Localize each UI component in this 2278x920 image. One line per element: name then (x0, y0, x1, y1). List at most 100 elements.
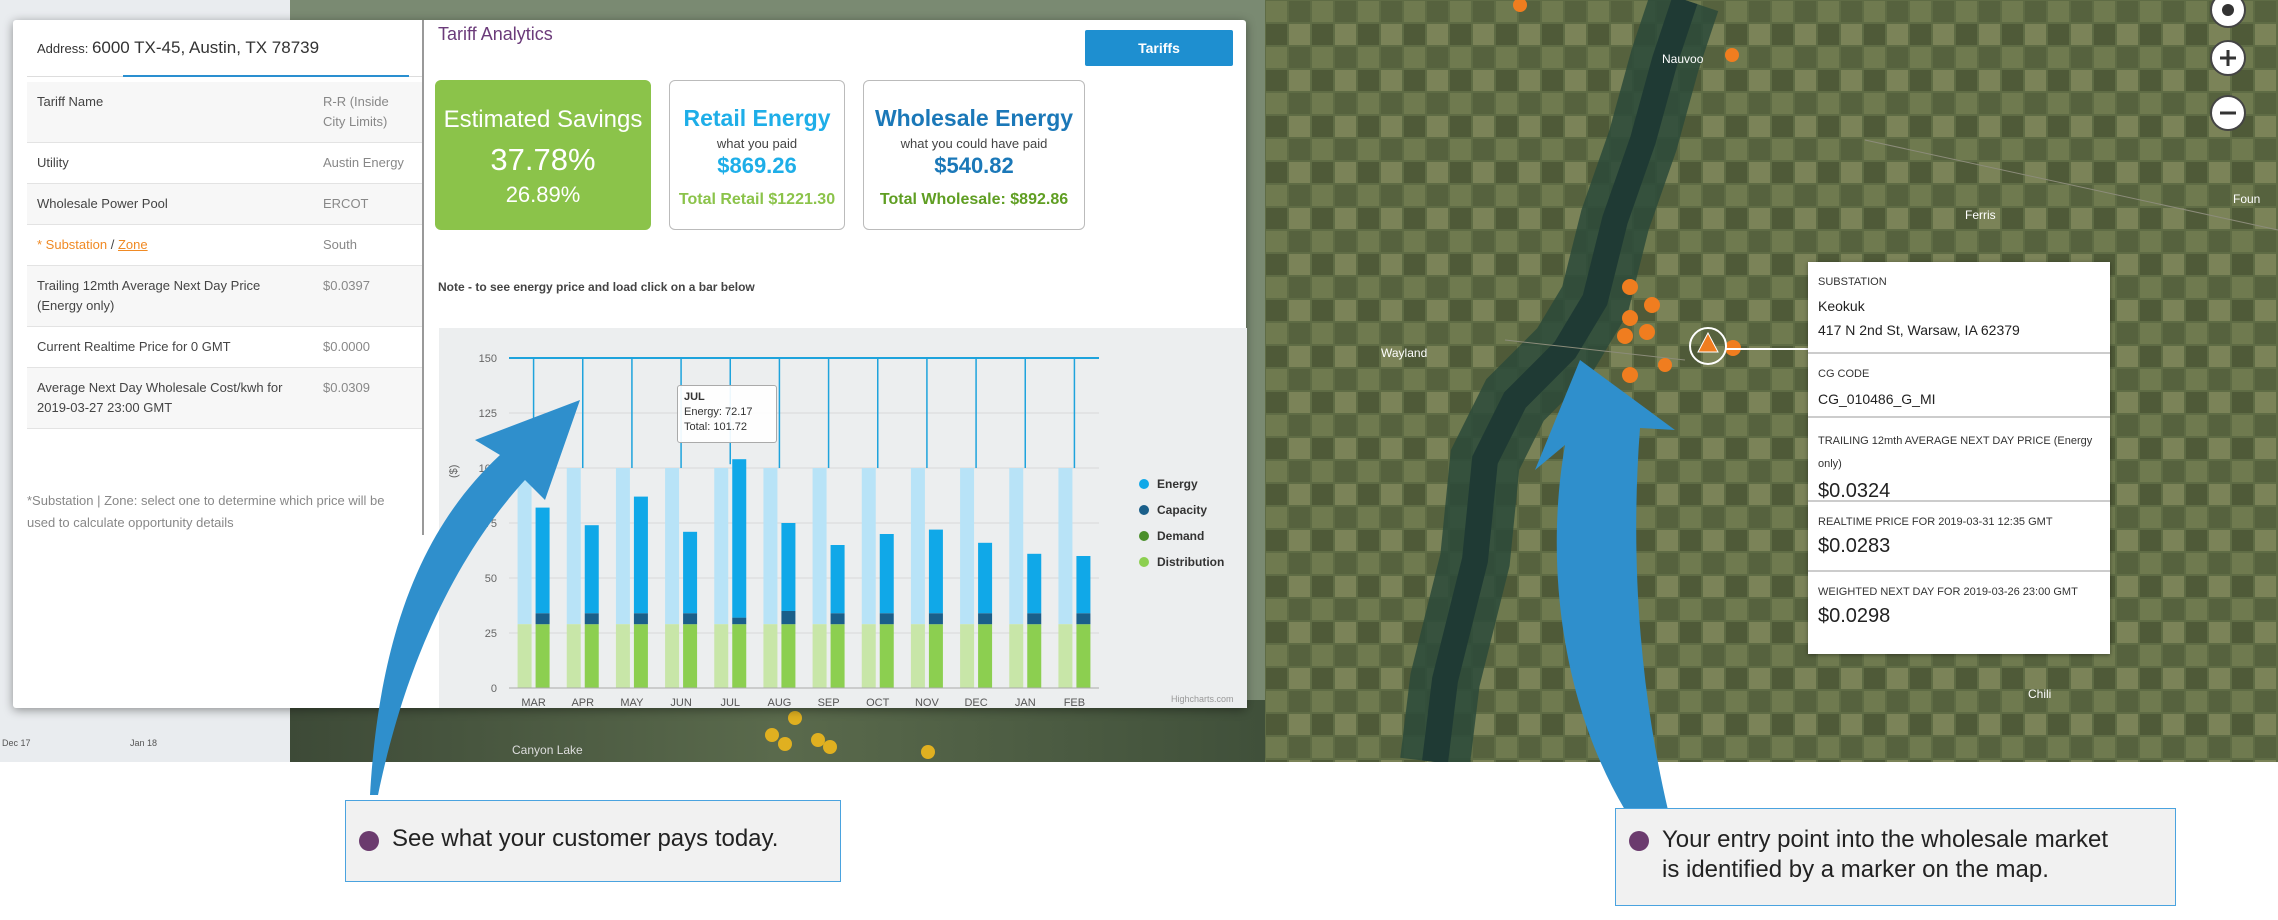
detail-label: Wholesale Power Pool (27, 183, 313, 225)
background-bar (910, 624, 925, 688)
detail-value: $0.0000 (313, 326, 423, 368)
map-label-chili: Chili (2028, 687, 2052, 701)
callout-right-line1: Your entry point into the wholesale mark… (1662, 826, 2109, 853)
substation-section: SUBSTATION Keokuk 417 N 2nd St, Warsaw, … (1808, 262, 2110, 354)
estimated-savings-card: Estimated Savings 37.78% 26.89% (435, 80, 651, 230)
background-bar (861, 624, 876, 688)
zoom-in-button[interactable] (2210, 40, 2246, 76)
trailing-price-section: TRAILING 12mth AVERAGE NEXT DAY PRICE (E… (1808, 418, 2110, 502)
chart-tooltip: JUL Energy: 72.17 Total: 101.72 (677, 385, 777, 443)
detail-value: Austin Energy (313, 142, 423, 184)
substation-link[interactable]: Substation (45, 237, 108, 252)
zone-link[interactable]: Zone (117, 237, 148, 252)
bar-distribution (1027, 624, 1042, 688)
trailing-price-value: $0.0324 (1818, 480, 1891, 502)
callout-right-text: Your entry point into the wholesale mark… (1662, 825, 2108, 885)
tariff-details-table: Tariff Name R-R (Inside City Limits) Uti… (27, 82, 423, 429)
realtime-price-section: REALTIME PRICE FOR 2019-03-31 12:35 GMT … (1808, 502, 2110, 572)
callout-left: See what your customer pays today. (345, 800, 841, 882)
bar-capacity (1027, 613, 1042, 625)
bar-capacity (830, 613, 845, 625)
bar-distribution (781, 624, 796, 688)
bar-energy (1027, 553, 1042, 614)
substation-zone-selector: * Substation / Zone (27, 224, 313, 266)
x-tick-label: JAN (1015, 697, 1036, 708)
bar-energy (584, 525, 599, 614)
bar-capacity (928, 613, 943, 625)
detail-label: Trailing 12mth Average Next Day Price (E… (27, 265, 313, 327)
background-bar (714, 468, 729, 625)
map-label-wayland: Wayland (1381, 346, 1428, 360)
map-label-nauvoo: Nauvoo (1662, 52, 1704, 66)
x-tick-label: JUN (670, 697, 691, 708)
tariff-analytics-title: Tariff Analytics (438, 24, 553, 44)
bar-distribution (535, 624, 550, 688)
retail-title: Retail Energy (683, 105, 831, 131)
bar-capacity (781, 611, 796, 625)
tooltip-energy: Energy: 72.17 (684, 406, 753, 418)
background-bar (861, 468, 876, 625)
locate-button[interactable] (2210, 0, 2246, 28)
highcharts-credit: Highcharts.com (1171, 694, 1234, 704)
wholesale-sub: what you could have paid (900, 136, 1048, 151)
substation-address: 417 N 2nd St, Warsaw, IA 62379 (1818, 322, 2020, 338)
satellite-map[interactable]: Nauvoo Wayland Ferris Chili Foun (1265, 0, 2278, 762)
legend-energy-label: Energy (1157, 477, 1198, 491)
table-row: Utility Austin Energy (27, 142, 423, 184)
legend-energy[interactable]: Energy (1139, 477, 1198, 491)
background-bar (960, 624, 975, 688)
cg-code-section: CG CODE CG_010486_G_MI (1808, 354, 2110, 418)
x-tick-label: JUL (720, 697, 740, 708)
zoom-out-button[interactable] (2210, 95, 2246, 131)
bar-energy (781, 523, 796, 611)
bar-distribution (683, 624, 698, 688)
tooltip-total: Total: 101.72 (684, 421, 747, 433)
background-bar (812, 468, 827, 625)
savings-percent: 37.78% (490, 142, 596, 177)
bar-capacity (879, 613, 894, 625)
cg-code-label: CG CODE (1818, 368, 1870, 380)
table-row: Wholesale Power Pool ERCOT (27, 183, 423, 225)
table-row: Tariff Name R-R (Inside City Limits) (27, 82, 423, 143)
weighted-price-value: $0.0298 (1818, 605, 1891, 627)
x-tick-label: MAR (521, 697, 546, 708)
bar-energy (683, 531, 698, 614)
background-bar (665, 468, 680, 625)
y-tick-label: 150 (479, 353, 497, 365)
y-tick-label: 125 (479, 408, 497, 420)
legend-capacity[interactable]: Capacity (1139, 503, 1207, 517)
detail-value: R-R (Inside City Limits) (313, 82, 423, 143)
bar-energy (830, 545, 845, 614)
wholesale-title: Wholesale Energy (874, 105, 1074, 131)
weighted-price-section: WEIGHTED NEXT DAY FOR 2019-03-26 23:00 G… (1808, 572, 2110, 642)
x-tick-label: SEP (818, 697, 840, 708)
bar-distribution (928, 624, 943, 688)
legend-demand[interactable]: Demand (1139, 529, 1204, 543)
wholesale-energy-card: Wholesale Energy what you could have pai… (863, 80, 1085, 230)
tooltip-month: JUL (684, 391, 705, 403)
tariffs-button[interactable]: Tariffs (1085, 30, 1233, 66)
cost-chart: 0 25 50 75 100 125 150 ($) MAR APR MAY JUN JUL AUG SEP… (439, 328, 1247, 709)
bar-energy (879, 534, 894, 614)
x-tick-label: OCT (866, 697, 890, 708)
detail-label: Utility (27, 142, 313, 184)
y-tick-label: 0 (491, 683, 497, 695)
table-row: Average Next Day Wholesale Cost/kwh for … (27, 367, 423, 429)
background-map-strip: Canyon Lake (290, 700, 1265, 762)
background-bar (665, 624, 680, 688)
trailing-price-label: TRAILING 12mth AVERAGE NEXT DAY PRICE (E… (1818, 435, 2093, 470)
retail-amount: $869.26 (717, 153, 797, 178)
retail-sub: what you paid (716, 136, 798, 151)
legend-capacity-dot (1139, 505, 1149, 515)
background-date-label: Dec 17 (2, 738, 31, 748)
table-row: Trailing 12mth Average Next Day Price (E… (27, 265, 423, 327)
y-axis-label: ($) (448, 465, 460, 478)
savings-title: Estimated Savings (443, 106, 643, 133)
bar-energy (732, 459, 747, 618)
detail-value: ERCOT (313, 183, 423, 225)
legend-demand-dot (1139, 531, 1149, 541)
bar-energy (928, 529, 943, 614)
address-value: 6000 TX-45, Austin, TX 78739 (91, 38, 320, 57)
bar-energy (1076, 556, 1091, 614)
legend-distribution[interactable]: Distribution (1139, 555, 1224, 569)
